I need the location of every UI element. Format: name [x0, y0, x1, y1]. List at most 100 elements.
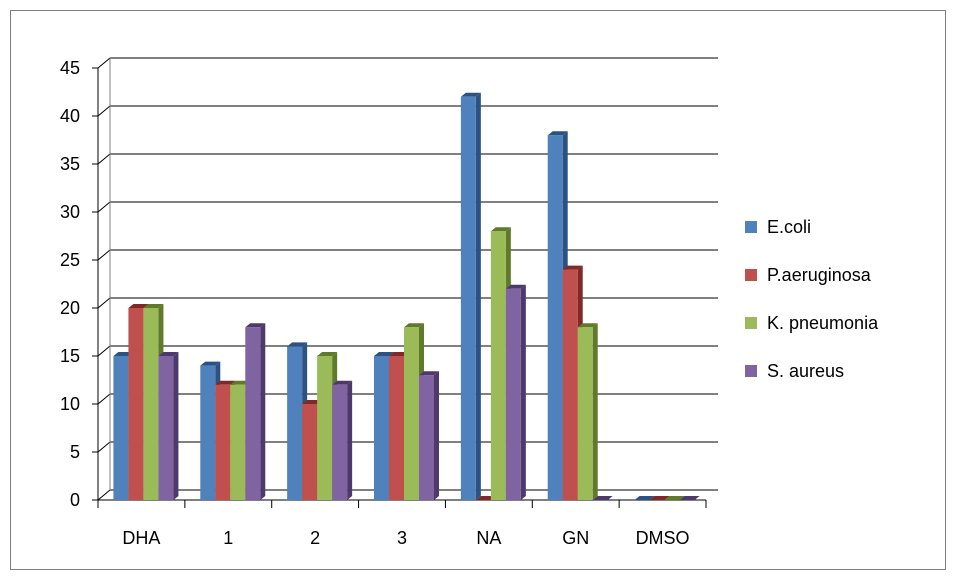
- bar: [505, 284, 526, 500]
- bar: [679, 496, 700, 500]
- bar-front: [200, 365, 216, 500]
- gridline-depth-4: [97, 297, 111, 309]
- bar-top: [287, 342, 308, 347]
- bar-top: [577, 323, 598, 328]
- bar-front: [158, 356, 174, 500]
- x-tick-label: 3: [397, 528, 407, 548]
- bar-top: [679, 496, 700, 500]
- bar-front: [245, 327, 261, 500]
- bar-front: [419, 375, 434, 500]
- bar-front: [374, 356, 389, 500]
- bar: [634, 496, 655, 500]
- bar-front: [547, 135, 563, 500]
- bar-front: [577, 327, 593, 500]
- bar: [245, 323, 266, 500]
- bar-front: [128, 308, 144, 500]
- bar-top: [664, 496, 685, 500]
- bar-top: [332, 380, 353, 385]
- bar-side: [475, 92, 481, 501]
- bar-top: [404, 323, 424, 328]
- bar-front: [317, 356, 333, 500]
- legend-item: P.aeruginosa: [745, 265, 872, 285]
- bar-top: [245, 323, 266, 328]
- bar-top: [158, 352, 179, 356]
- gridline-depth-6: [97, 201, 111, 213]
- bar-front: [230, 384, 246, 500]
- legend-label: K. pneumonia: [767, 313, 879, 333]
- x-tick-label: 2: [310, 528, 320, 548]
- legend-swatch: [745, 221, 757, 233]
- bar-side: [173, 352, 179, 500]
- bar-front: [460, 96, 476, 501]
- y-tick-labels: 0 5 10 15 20 25 30 35 40 45: [60, 58, 80, 510]
- bar-top: [649, 496, 670, 500]
- bar-top: [200, 361, 221, 366]
- bar-front: [562, 269, 578, 500]
- bar: [460, 92, 481, 501]
- bar-top: [547, 131, 568, 136]
- bar: [332, 380, 353, 500]
- bar-top: [215, 380, 236, 385]
- bar: [664, 496, 685, 500]
- bar-top: [505, 284, 526, 289]
- bar-top: [419, 371, 439, 376]
- bar: [649, 496, 670, 500]
- bar-top: [562, 265, 583, 270]
- bar: [419, 371, 439, 500]
- bar-side: [260, 323, 266, 500]
- legend-item: E.coli: [745, 217, 811, 237]
- bar-front: [389, 356, 404, 500]
- gridline-depth-7: [97, 153, 111, 165]
- bar: [577, 323, 598, 500]
- gridline-depth-8: [97, 105, 111, 117]
- x-tick-label: 1: [223, 528, 233, 548]
- bar-side: [592, 323, 598, 500]
- gridline-depth-0: [97, 489, 111, 501]
- legend-label: P.aeruginosa: [767, 265, 872, 285]
- bar-front: [113, 356, 129, 500]
- x-tick-label: GN: [562, 528, 589, 548]
- bar-top: [128, 304, 149, 308]
- x-tick-label: NA: [476, 528, 501, 548]
- bar-front: [215, 384, 231, 500]
- bar-top: [592, 496, 613, 500]
- bar-side: [434, 371, 439, 500]
- y-tick-label: 25: [60, 250, 80, 270]
- legend: E.coli P.aeruginosa K. pneumonia S. aureus: [745, 217, 879, 381]
- legend-label: E.coli: [767, 217, 811, 237]
- bars: [113, 92, 700, 501]
- gridline-depth-5: [97, 249, 111, 261]
- bar-front: [302, 404, 318, 500]
- y-tick-label: 35: [60, 154, 80, 174]
- legend-label: S. aureus: [767, 361, 844, 381]
- legend-swatch: [745, 365, 757, 377]
- bar-front: [287, 346, 303, 500]
- y-tick-label: 15: [60, 346, 80, 366]
- bar-front: [505, 288, 521, 500]
- bar-side: [347, 380, 353, 500]
- x-tick-labels: DHA 1 2 3 NA GN DMSO: [122, 528, 689, 548]
- bar-front: [490, 231, 506, 500]
- y-tick-label: 5: [70, 442, 80, 462]
- bar-front: [332, 384, 348, 500]
- bar-top: [634, 496, 655, 500]
- bar: [158, 352, 179, 500]
- bar-side: [520, 284, 526, 500]
- y-tick-label: 20: [60, 298, 80, 318]
- gridline-depth-2: [97, 393, 111, 405]
- bar-front: [404, 327, 419, 500]
- legend-swatch: [745, 269, 757, 281]
- gridline-depth-9: [97, 57, 111, 69]
- legend-swatch: [745, 317, 757, 329]
- y-tick-label: 30: [60, 202, 80, 222]
- x-tick-label: DHA: [122, 528, 160, 548]
- y-tick-label: 0: [70, 490, 80, 510]
- bar: [592, 496, 613, 500]
- bar-front: [143, 308, 159, 500]
- legend-item: S. aureus: [745, 361, 844, 381]
- bar-top: [143, 304, 164, 308]
- x-tick-label: DMSO: [636, 528, 690, 548]
- y-tick-label: 10: [60, 394, 80, 414]
- bar-top: [374, 352, 394, 356]
